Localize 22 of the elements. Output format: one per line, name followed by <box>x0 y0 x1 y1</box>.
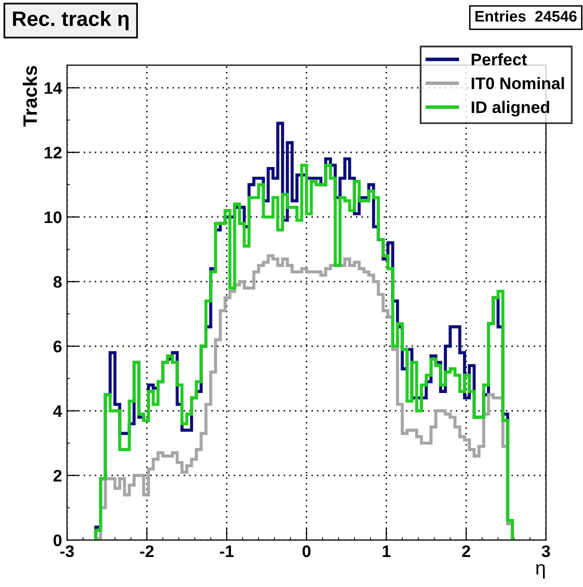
y-tick-label: 4 <box>53 405 62 417</box>
x-tick-label: 1 <box>382 546 391 557</box>
x-tick-label: 0 <box>302 545 310 558</box>
x-tick-label: 2 <box>462 545 470 557</box>
y-tick-label: 2 <box>53 470 62 482</box>
x-tick-label: -1 <box>220 546 234 557</box>
chart-title: Rec. track η <box>13 10 128 30</box>
legend-label: ID aligned <box>472 100 550 117</box>
y-axis-title: Tracks <box>22 66 38 127</box>
text: Entries 24546 <box>475 10 577 22</box>
x-axis-title: η <box>536 564 545 579</box>
x-tick-label: -2 <box>140 545 154 557</box>
y-tick-label: 14 <box>44 82 62 94</box>
legend-label: IT0 Nominal <box>472 77 564 90</box>
legend-label: Perfect <box>472 53 527 66</box>
x-tick-label: -3 <box>60 545 74 558</box>
y-tick-label: 10 <box>44 211 62 224</box>
y-tick-label: 8 <box>53 276 62 288</box>
y-tick-label: 6 <box>54 340 62 352</box>
y-tick-label: 12 <box>44 146 62 158</box>
y-tick-label: 0 <box>54 534 62 546</box>
x-tick-label: 3 <box>542 545 550 558</box>
